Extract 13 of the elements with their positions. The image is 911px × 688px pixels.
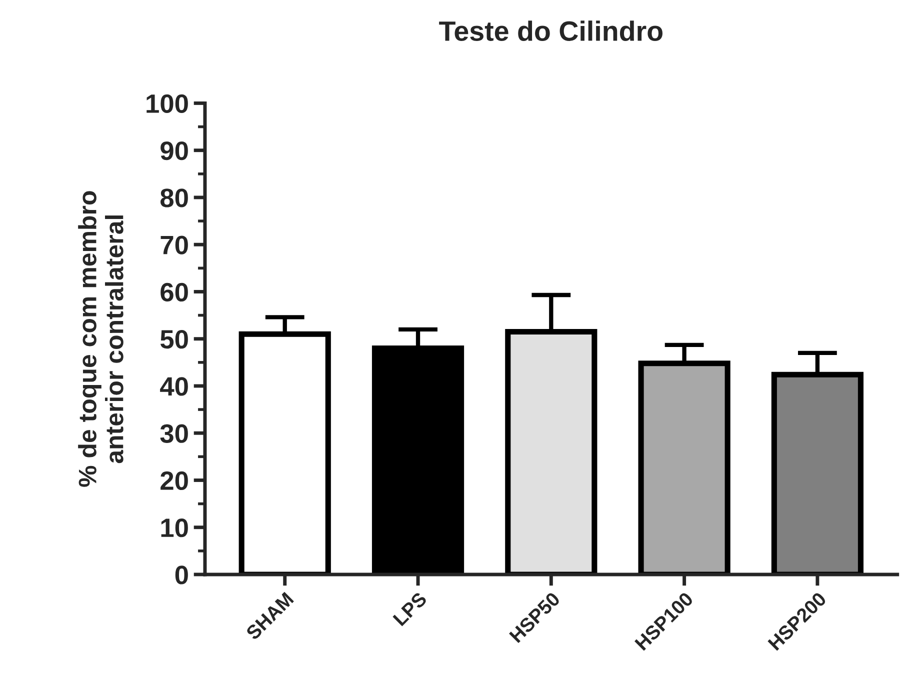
y-tick-label: 90 [160,141,188,160]
y-tick-label: 10 [161,518,188,538]
y-axis-title: % de toque com membro anterior contralateral [78,191,124,487]
y-tick-label: 30 [160,424,188,443]
y-tick-label: 50 [160,330,188,349]
chart-title: Teste do Cilindro [439,20,662,41]
y-tick-label: 100 [146,94,188,114]
y-tick-label: 60 [160,282,188,302]
y-tick-label: 70 [160,236,188,254]
y-tick-label: 40 [160,377,188,396]
y-tick-label: 80 [160,188,188,208]
y-tick-label: 20 [160,471,188,490]
y-tick-label: 0 [175,566,188,584]
